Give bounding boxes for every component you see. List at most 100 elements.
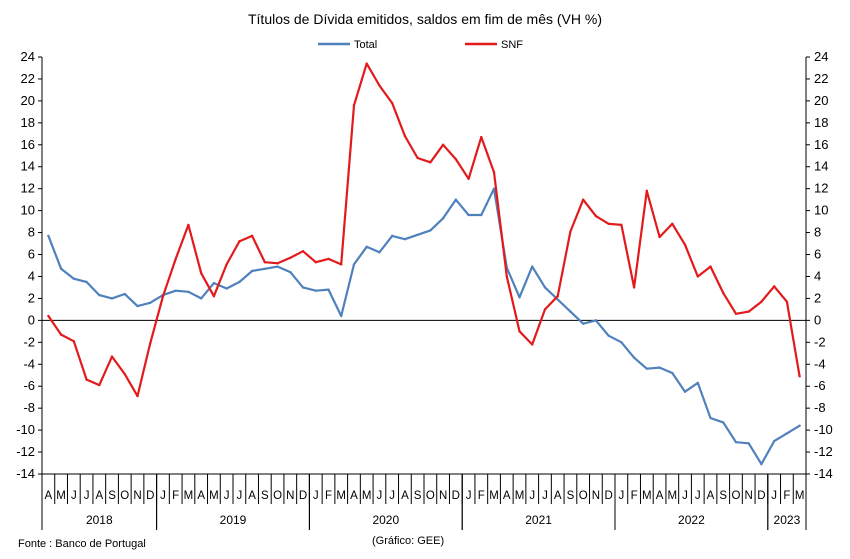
data-point-total <box>378 251 381 254</box>
chart-title: Títulos de Dívida emitidos, saldos em fi… <box>248 11 602 27</box>
month-label: M <box>184 490 194 502</box>
y-tick-label-left: -12 <box>16 444 35 459</box>
month-label: A <box>656 490 664 502</box>
data-point-snf <box>161 295 165 298</box>
data-point-total <box>72 277 76 280</box>
month-label: A <box>554 490 562 502</box>
data-point-total <box>556 298 559 301</box>
y-tick-label-left: 12 <box>21 181 35 196</box>
data-point-snf <box>607 222 610 225</box>
data-point-total <box>149 301 152 305</box>
y-tick-label-left: -10 <box>16 422 35 437</box>
y-tick-label-right: 8 <box>814 225 821 240</box>
data-point-total <box>59 267 63 270</box>
month-label: M <box>56 490 66 502</box>
month-label: J <box>84 490 90 502</box>
data-point-total <box>327 288 330 291</box>
y-tick-label-left: -2 <box>23 334 35 349</box>
data-point-snf <box>556 295 559 298</box>
series-line-snf <box>47 62 801 398</box>
data-point-snf <box>365 62 368 65</box>
data-point-total <box>110 297 114 300</box>
data-point-total <box>123 292 126 296</box>
month-label: M <box>795 490 805 502</box>
data-point-snf <box>174 257 177 261</box>
y-tick-label-left: 10 <box>21 203 35 218</box>
month-label: F <box>172 490 179 502</box>
month-label: S <box>108 490 116 502</box>
month-label: D <box>757 490 765 502</box>
month-label: M <box>642 490 652 502</box>
month-label: A <box>503 490 511 502</box>
month-label: A <box>197 490 205 502</box>
data-point-snf <box>72 340 76 343</box>
month-label: A <box>707 490 715 502</box>
data-point-total <box>683 390 687 393</box>
y-tick-label-left: 22 <box>21 71 35 86</box>
data-point-snf <box>543 308 547 311</box>
month-label: A <box>350 490 358 502</box>
month-label: N <box>439 490 447 502</box>
month-label: J <box>224 490 230 502</box>
source-note: Fonte : Banco de Portugal <box>18 538 146 550</box>
data-point-snf <box>569 230 572 233</box>
data-point-total <box>671 371 674 375</box>
y-tick-label-right: -12 <box>814 444 833 459</box>
data-point-total <box>747 442 750 445</box>
year-label: 2022 <box>678 513 705 527</box>
data-point-snf <box>187 223 190 227</box>
y-tick-label-left: 18 <box>21 115 35 130</box>
data-point-snf <box>416 156 419 160</box>
data-point-total <box>543 286 547 289</box>
data-point-total <box>594 319 598 322</box>
data-point-snf <box>327 257 330 261</box>
y-tick-label-right: -14 <box>814 466 833 481</box>
data-point-total <box>47 234 50 238</box>
month-label: J <box>529 490 535 502</box>
y-tick-label-right: 2 <box>814 290 821 305</box>
data-point-snf <box>238 240 241 243</box>
data-point-snf <box>518 330 521 333</box>
data-point-total <box>187 290 190 294</box>
month-label: J <box>618 490 624 502</box>
legend-label-snf: SNF <box>501 39 523 51</box>
data-point-total <box>301 286 305 289</box>
month-label: A <box>95 490 103 502</box>
data-point-snf <box>225 263 228 266</box>
data-point-total <box>403 237 407 241</box>
month-label: M <box>489 490 499 502</box>
month-label: J <box>466 490 472 502</box>
data-point-snf <box>429 161 432 164</box>
y-tick-label-right: 10 <box>814 203 828 218</box>
month-label: N <box>286 490 294 502</box>
y-tick-label-left: 8 <box>28 225 35 240</box>
month-label: D <box>146 490 154 502</box>
data-point-snf <box>722 291 725 295</box>
data-point-total <box>340 314 343 318</box>
data-point-snf <box>531 343 534 346</box>
data-point-snf <box>352 104 356 107</box>
data-point-total <box>199 297 203 300</box>
month-label: O <box>120 490 129 502</box>
data-point-total <box>798 424 801 427</box>
data-point-snf <box>492 171 496 174</box>
data-point-snf <box>59 333 63 336</box>
y-tick-label-right: -10 <box>814 422 833 437</box>
data-point-total <box>225 287 228 290</box>
credit-note: (Gráfico: GEE) <box>372 535 444 547</box>
month-label: F <box>478 490 485 502</box>
data-point-total <box>531 265 534 268</box>
data-point-total <box>314 289 317 292</box>
data-point-snf <box>760 300 763 303</box>
y-tick-label-right: -4 <box>814 356 826 371</box>
month-label: F <box>783 490 790 502</box>
y-tick-label-right: -8 <box>814 400 826 415</box>
month-label: A <box>401 490 409 502</box>
data-point-total <box>136 304 139 308</box>
data-point-snf <box>772 285 776 288</box>
data-point-total <box>722 421 725 424</box>
data-point-total <box>263 267 267 270</box>
data-point-total <box>632 356 636 359</box>
data-point-snf <box>645 189 649 193</box>
data-point-snf <box>683 243 687 246</box>
